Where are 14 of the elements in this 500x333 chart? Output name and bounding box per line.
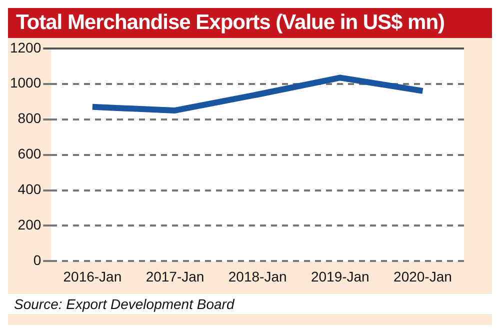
x-tick-label: 2019-Jan: [310, 268, 370, 284]
chart-title: Total Merchandise Exports (Value in US$ mn): [8, 8, 492, 38]
x-tick-label: 2017-Jan: [146, 268, 204, 284]
x-tick-label: 2020-Jan: [394, 268, 452, 284]
y-tick-label: 200: [18, 216, 42, 233]
y-tick-label: 1200: [10, 39, 42, 56]
x-tick-label: 2016-Jan: [63, 268, 122, 284]
y-tick-label: 400: [18, 181, 42, 198]
y-tick-label: 1000: [10, 74, 42, 91]
y-tick-label: 800: [18, 110, 42, 126]
y-tick-label: 0: [33, 252, 42, 268]
y-tick-label: 600: [18, 146, 42, 162]
x-tick-label: 2018-Jan: [228, 268, 287, 284]
source-note: Source: Export Development Board: [8, 294, 492, 314]
